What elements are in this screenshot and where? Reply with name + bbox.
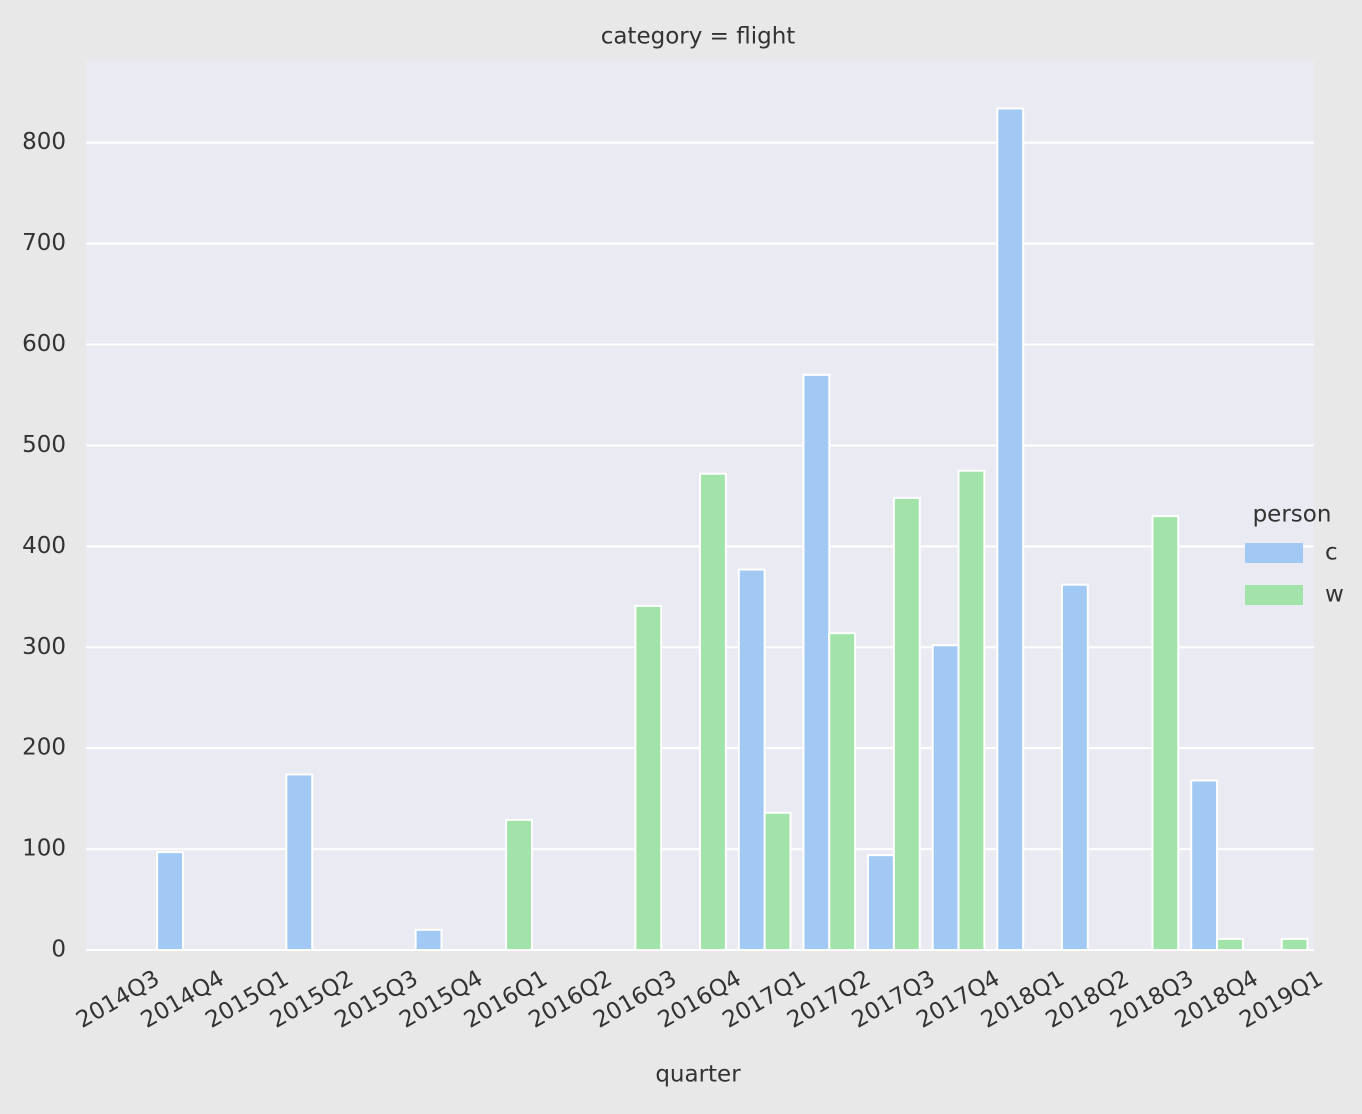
bar (1151, 515, 1180, 952)
y-tick-label: 400 (22, 533, 66, 559)
bar (996, 107, 1025, 952)
y-tick-label: 600 (22, 331, 66, 357)
bar (505, 818, 533, 952)
bar (699, 472, 727, 951)
y-tick-label: 300 (22, 634, 66, 660)
bar (414, 928, 443, 952)
bar (156, 851, 184, 951)
y-tick-label: 800 (22, 129, 66, 155)
bar (737, 568, 766, 951)
bar (867, 854, 895, 952)
bar (957, 469, 986, 951)
bar (802, 373, 831, 951)
x-axis-label: quarter (655, 1062, 741, 1088)
bar (1190, 779, 1219, 951)
legend-title: person (1253, 502, 1332, 528)
legend-swatch (1245, 585, 1303, 605)
bar (1280, 937, 1309, 951)
bar (892, 496, 921, 951)
chart-title: category = flight (601, 24, 796, 50)
y-tick-label: 100 (22, 836, 66, 862)
y-tick-label: 700 (22, 230, 66, 256)
bar (1060, 583, 1089, 951)
y-tick-label: 200 (22, 735, 66, 761)
legend-label: c (1325, 540, 1338, 566)
y-tick-label: 500 (22, 432, 66, 458)
y-tick-label: 0 (51, 937, 66, 963)
legend-label: w (1325, 582, 1344, 608)
bar (285, 773, 314, 951)
bar (634, 604, 663, 951)
bar (763, 811, 792, 951)
bar (1216, 937, 1244, 951)
bar (931, 644, 960, 951)
bar (828, 632, 857, 951)
legend-swatch (1245, 543, 1303, 563)
